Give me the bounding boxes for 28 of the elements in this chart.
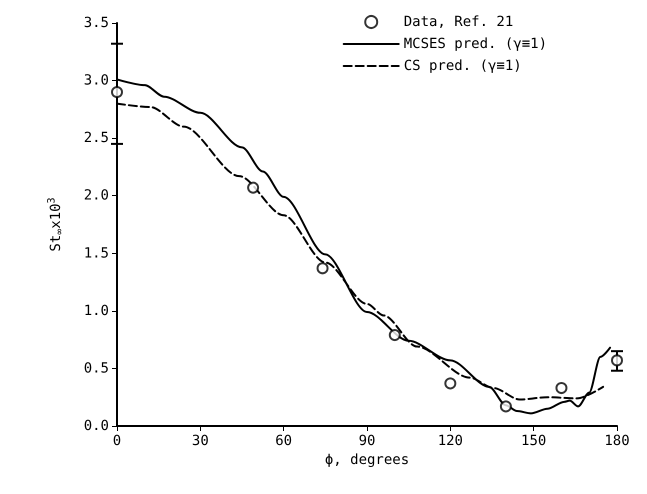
x-axis-title: ϕ, degrees bbox=[324, 452, 410, 468]
point bbox=[611, 354, 623, 366]
x-tick-label: 150 bbox=[521, 433, 546, 449]
legend-label: MCSES pred. (γ≡1) bbox=[404, 36, 548, 52]
x-tick-label: 90 bbox=[358, 433, 376, 449]
point bbox=[555, 382, 568, 394]
y-axis-title: St∞x103 bbox=[46, 197, 66, 252]
y-tick-label: 2.0 bbox=[84, 188, 109, 204]
y-tick-label: 3.5 bbox=[84, 15, 109, 31]
x-tick-label: 120 bbox=[438, 433, 463, 449]
point bbox=[316, 262, 329, 274]
point bbox=[111, 86, 123, 98]
y-tick-label: 3.0 bbox=[84, 72, 109, 89]
x-tick-label: 60 bbox=[275, 433, 292, 449]
y-tick-label: 0.0 bbox=[84, 418, 109, 434]
x-tick-label: 30 bbox=[192, 433, 209, 449]
y-tick-label: 2.5 bbox=[84, 130, 109, 146]
x-tick-label: 180 bbox=[604, 433, 630, 449]
point bbox=[388, 329, 401, 342]
point bbox=[444, 377, 456, 390]
legend-label: CS pred. (γ≡1) bbox=[404, 58, 522, 74]
legend-label: Data, Ref. 21 bbox=[404, 14, 514, 30]
y-tick-label: 1.5 bbox=[84, 245, 109, 262]
y-tick-label: 1.0 bbox=[84, 302, 109, 319]
x-tick-label: 0 bbox=[112, 433, 122, 449]
point bbox=[500, 400, 512, 412]
y-tick-label: 0.5 bbox=[84, 360, 109, 376]
point bbox=[247, 182, 260, 194]
